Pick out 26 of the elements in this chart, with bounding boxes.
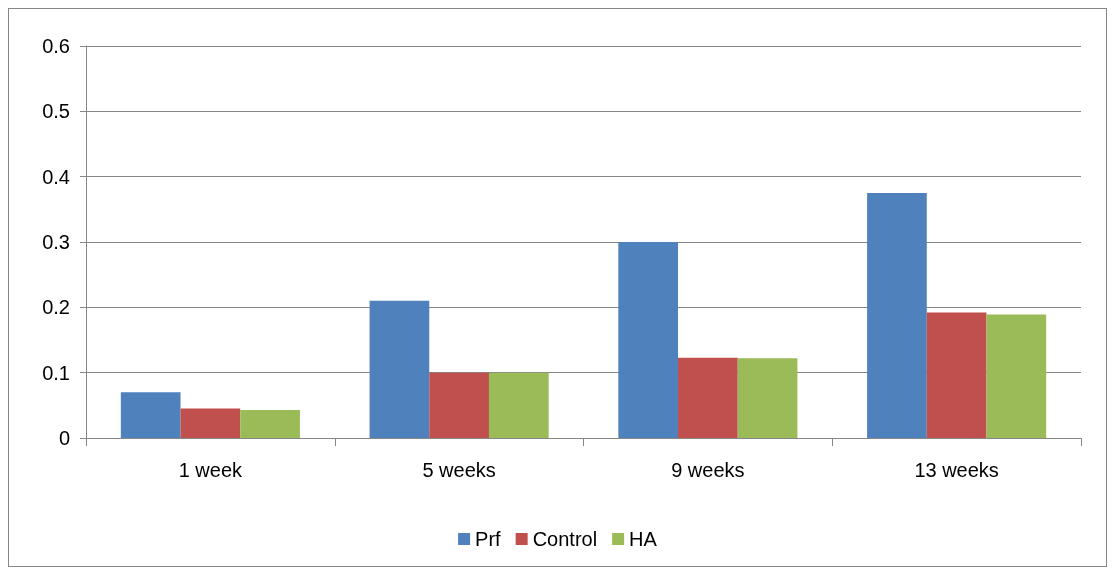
legend-label: Control [532, 528, 598, 550]
bar [120, 392, 181, 438]
bar [369, 300, 430, 438]
bar [867, 193, 927, 438]
bar [678, 357, 738, 438]
x-tick-label: 5 weeks [422, 459, 496, 481]
y-tick-label: 0.4 [42, 165, 70, 188]
x-tick-label: 1 week [178, 459, 244, 481]
bar [926, 312, 987, 438]
legend-label: HA [629, 528, 658, 550]
y-tick-label: 0.2 [42, 296, 70, 319]
legend-label: Prf [475, 528, 502, 550]
x-tick-label: 13 weeks [914, 459, 999, 481]
y-tick-label: 0.3 [42, 231, 70, 253]
bar [180, 408, 241, 438]
bar [240, 409, 300, 438]
bar [618, 242, 679, 438]
bar [737, 358, 798, 438]
y-tick-label: 0.1 [42, 361, 70, 384]
bar [429, 372, 489, 438]
y-tick-label: 0.6 [42, 35, 70, 57]
bar [986, 314, 1047, 438]
bar [488, 372, 549, 438]
y-tick-label: 0.5 [42, 100, 70, 123]
y-tick-label: 0 [58, 427, 70, 449]
x-tick-label: 9 weeks [671, 459, 745, 481]
